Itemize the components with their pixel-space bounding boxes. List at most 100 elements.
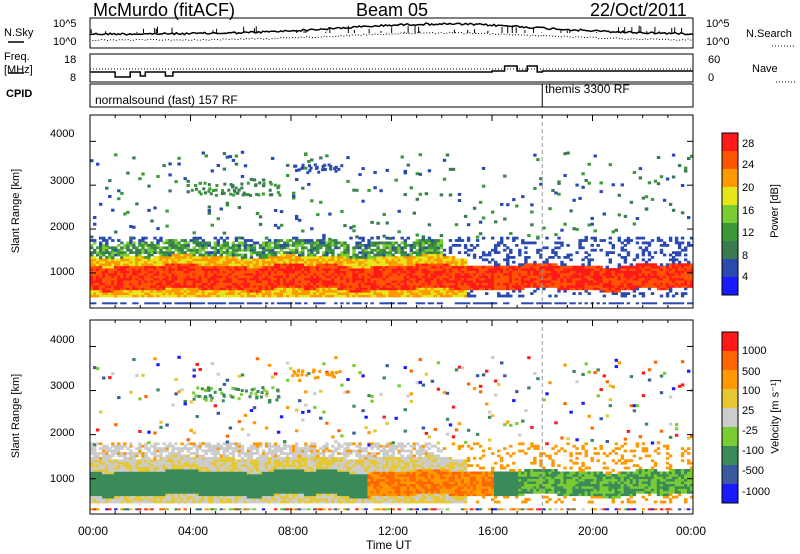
echo-cell (276, 244, 281, 247)
echo-cell (231, 248, 236, 252)
echo-cell (255, 241, 260, 245)
echo-cell (442, 287, 447, 291)
echo-cell (367, 275, 371, 279)
echo-cell (174, 246, 178, 250)
echo-cell (153, 236, 157, 240)
echo-cell (406, 268, 410, 271)
echo-cell (295, 246, 299, 250)
echo-cell (605, 289, 609, 293)
echo-cell (584, 265, 588, 269)
echo-cell (328, 275, 332, 279)
echo-cell (276, 287, 281, 291)
echo-cell (475, 270, 480, 274)
echo-cell (506, 270, 510, 274)
echo-cell (397, 287, 401, 291)
echo-cell (132, 466, 136, 470)
scatter-cell (192, 231, 196, 235)
echo-cell (192, 275, 196, 279)
echo-cell (279, 265, 284, 269)
echo-cell (373, 253, 377, 257)
echo-cell (216, 275, 220, 279)
echo-cell (289, 289, 293, 293)
echo-cell (415, 277, 419, 281)
echo-cell (454, 268, 459, 271)
echo-cell (252, 244, 257, 247)
echo-cell (478, 285, 483, 288)
nearrange-cell (557, 302, 561, 305)
echo-cell (304, 265, 308, 269)
echo-cell (304, 277, 308, 281)
echo-cell (590, 280, 594, 283)
echo-cell (497, 268, 501, 271)
echo-cell (276, 268, 281, 271)
echo-cell (192, 268, 196, 271)
echo-cell (304, 294, 308, 298)
echo-cell (319, 294, 323, 298)
echo-cell (186, 265, 190, 269)
echo-cell (237, 294, 242, 298)
echo-cell (373, 244, 377, 247)
echo-cell (563, 268, 567, 271)
echo-cell (430, 241, 435, 245)
echo-cell (319, 282, 323, 286)
echo-cell (168, 280, 172, 283)
echo-cell (258, 282, 263, 286)
echo-cell (454, 272, 459, 276)
scatter-cell (376, 236, 380, 239)
echo-cell (322, 258, 326, 262)
echo-cell (195, 285, 199, 288)
echo-cell (319, 285, 323, 288)
echo-cell (111, 251, 115, 254)
echo-cell (433, 292, 438, 295)
echo-cell (415, 256, 419, 259)
echo-cell (132, 270, 136, 274)
echo-cell (677, 280, 682, 283)
scatter-cell (207, 209, 211, 213)
echo-cell (521, 285, 525, 288)
echo-cell (210, 268, 214, 271)
echo-cell (512, 280, 516, 283)
nearrange-cell (391, 302, 395, 305)
echo-cell (129, 248, 133, 252)
echo-cell (421, 263, 426, 267)
echo-cell (138, 287, 142, 291)
echo-cell (310, 270, 314, 274)
echo-cell (159, 270, 163, 274)
echo-cell (96, 495, 100, 499)
echo-cell (442, 256, 447, 259)
power-ytick-1000: 1000 (50, 266, 75, 278)
echo-cell (307, 272, 311, 276)
echo-cell (605, 268, 609, 271)
echo-cell (216, 260, 220, 264)
echo-cell (560, 270, 564, 274)
echo-cell (367, 244, 371, 247)
scatter-cell (602, 212, 606, 216)
echo-cell (168, 272, 172, 276)
echo-cell (219, 253, 223, 257)
cpid-panel-frame (89, 83, 694, 108)
echo-cell (367, 253, 371, 257)
echo-cell (237, 277, 242, 281)
echo-cell (171, 263, 175, 267)
scatter-cell (656, 182, 661, 186)
scatter-cell (255, 212, 260, 215)
echo-cell (406, 275, 410, 279)
echo-cell (349, 285, 353, 288)
echo-cell (376, 287, 380, 291)
echo-cell (153, 500, 157, 504)
echo-cell (279, 256, 284, 259)
echo-cell (123, 287, 127, 291)
echo-cell (319, 268, 323, 271)
echo-cell (258, 287, 263, 291)
echo-cell (147, 466, 151, 470)
echo-cell (328, 263, 332, 267)
echo-cell (325, 256, 329, 259)
echo-cell (331, 294, 335, 298)
echo-cell (267, 260, 272, 264)
echo-cell (590, 275, 594, 279)
echo-cell (222, 265, 227, 269)
scatter-cell (382, 213, 386, 216)
echo-cell (141, 236, 145, 240)
echo-cell (186, 256, 190, 259)
echo-cell (156, 280, 160, 283)
